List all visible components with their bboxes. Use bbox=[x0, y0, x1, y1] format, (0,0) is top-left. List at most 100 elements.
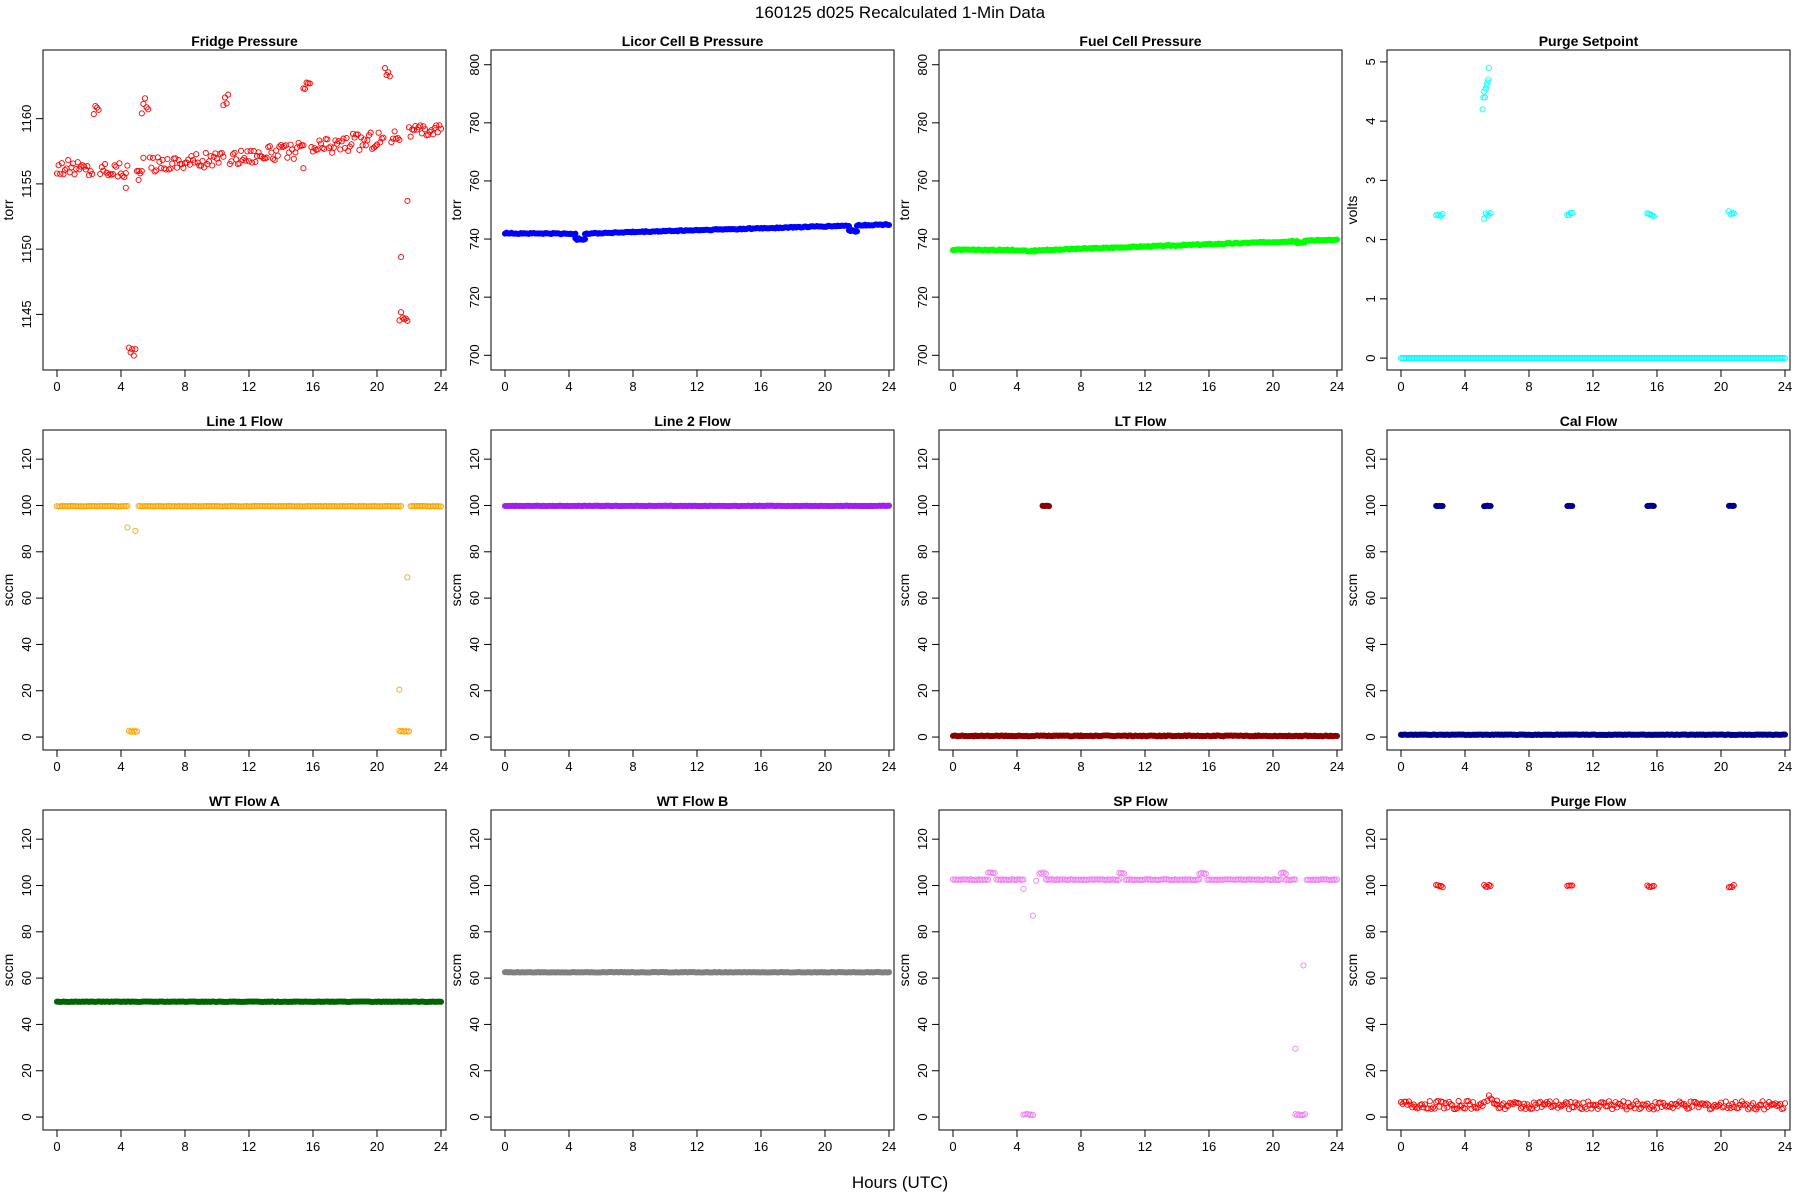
data-point bbox=[375, 129, 382, 136]
data-series bbox=[949, 502, 1341, 740]
x-tick-label: 4 bbox=[565, 759, 572, 774]
data-point bbox=[327, 143, 334, 150]
y-tick-label: 0 bbox=[1363, 354, 1378, 361]
data-point bbox=[151, 168, 158, 175]
x-tick-label: 4 bbox=[1461, 759, 1468, 774]
data-point bbox=[1730, 210, 1737, 217]
data-point bbox=[61, 166, 69, 174]
y-tick-label: 20 bbox=[467, 684, 482, 698]
data-point bbox=[316, 137, 323, 144]
data-point bbox=[164, 155, 171, 163]
y-axis-label: sccm bbox=[896, 574, 912, 607]
x-tick-label: 20 bbox=[370, 759, 384, 774]
data-point bbox=[437, 125, 445, 132]
x-tick-label: 0 bbox=[501, 759, 508, 774]
data-point bbox=[433, 122, 440, 129]
y-tick-label: 5 bbox=[1363, 58, 1378, 65]
x-tick-label: 8 bbox=[1525, 1139, 1532, 1154]
data-point bbox=[138, 167, 145, 175]
data-point bbox=[1533, 1104, 1541, 1111]
data-series bbox=[1397, 881, 1789, 1113]
data-point bbox=[437, 998, 445, 1005]
data-point bbox=[284, 154, 291, 161]
plot-frame bbox=[42, 809, 447, 1131]
data-point bbox=[101, 161, 109, 168]
data-point bbox=[388, 139, 395, 146]
data-point bbox=[404, 197, 411, 204]
x-tick-label: 24 bbox=[1330, 759, 1344, 774]
x-tick-label: 24 bbox=[434, 1139, 448, 1154]
data-point bbox=[172, 155, 179, 162]
data-point bbox=[301, 85, 309, 92]
data-point bbox=[377, 139, 384, 146]
x-tick-label: 20 bbox=[1266, 759, 1280, 774]
x-tick-label: 12 bbox=[1586, 379, 1600, 394]
x-tick-label: 16 bbox=[306, 379, 320, 394]
y-tick-label: 20 bbox=[915, 1064, 930, 1078]
x-tick-label: 24 bbox=[1330, 379, 1344, 394]
x-tick-label: 12 bbox=[1138, 379, 1152, 394]
data-point bbox=[53, 170, 61, 177]
y-tick-label: 20 bbox=[1363, 1064, 1378, 1078]
data-point bbox=[1437, 212, 1445, 220]
data-point bbox=[1727, 211, 1734, 218]
x-tick-label: 20 bbox=[818, 759, 832, 774]
y-tick-label: 780 bbox=[467, 112, 482, 134]
data-point bbox=[213, 155, 221, 162]
data-point bbox=[1481, 94, 1489, 101]
data-point bbox=[199, 157, 206, 164]
data-point bbox=[405, 124, 413, 131]
data-point bbox=[1781, 731, 1789, 738]
x-axis-label: Hours (UTC) bbox=[852, 1173, 948, 1192]
x-tick-label: 20 bbox=[1714, 379, 1728, 394]
chart-title: Purge Setpoint bbox=[1539, 33, 1639, 49]
data-point bbox=[290, 155, 297, 162]
data-point bbox=[359, 142, 366, 149]
y-tick-label: 1155 bbox=[19, 170, 34, 198]
data-point bbox=[1439, 211, 1446, 218]
y-axis-label: torr bbox=[0, 199, 16, 220]
data-point bbox=[397, 253, 405, 261]
y-tick-label: 80 bbox=[467, 925, 482, 939]
data-point bbox=[95, 106, 102, 113]
y-tick-label: 100 bbox=[915, 495, 930, 517]
y-axis-label: sccm bbox=[0, 574, 16, 607]
data-point bbox=[885, 502, 893, 509]
y-tick-label: 60 bbox=[19, 971, 34, 985]
y-tick-label: 0 bbox=[1363, 1113, 1378, 1120]
data-point bbox=[357, 134, 365, 141]
y-tick-label: 700 bbox=[467, 344, 482, 366]
x-tick-label: 16 bbox=[754, 1139, 768, 1154]
data-point bbox=[209, 162, 216, 169]
plot-frame bbox=[938, 429, 1343, 751]
data-point bbox=[1483, 82, 1490, 89]
data-point bbox=[1300, 962, 1307, 969]
x-tick-label: 12 bbox=[242, 379, 256, 394]
data-point bbox=[321, 145, 328, 152]
data-point bbox=[1479, 106, 1486, 113]
data-series bbox=[1397, 64, 1789, 362]
x-tick-label: 4 bbox=[1461, 379, 1468, 394]
y-tick-label: 80 bbox=[19, 545, 34, 559]
data-point bbox=[404, 317, 411, 324]
x-tick-label: 20 bbox=[370, 1139, 384, 1154]
data-series bbox=[501, 502, 893, 510]
x-tick-label: 24 bbox=[434, 379, 448, 394]
data-point bbox=[885, 221, 893, 229]
data-series bbox=[501, 969, 893, 976]
data-point bbox=[247, 147, 254, 154]
data-point bbox=[74, 159, 81, 166]
data-point bbox=[1485, 76, 1492, 83]
chart-title: WT Flow B bbox=[657, 793, 729, 809]
plot-frame bbox=[938, 809, 1343, 1131]
data-point bbox=[130, 352, 137, 359]
data-point bbox=[397, 502, 405, 510]
x-tick-label: 4 bbox=[1461, 1139, 1468, 1154]
data-point bbox=[191, 159, 198, 166]
y-tick-label: 80 bbox=[19, 925, 34, 939]
chart-lt-flow: LT Flow 0 4 8 12 16 20 24 0 20 40 60 80 100 120 sccm bbox=[896, 413, 1344, 774]
data-point bbox=[73, 165, 80, 173]
data-point bbox=[1481, 88, 1488, 95]
x-tick-label: 16 bbox=[754, 379, 768, 394]
